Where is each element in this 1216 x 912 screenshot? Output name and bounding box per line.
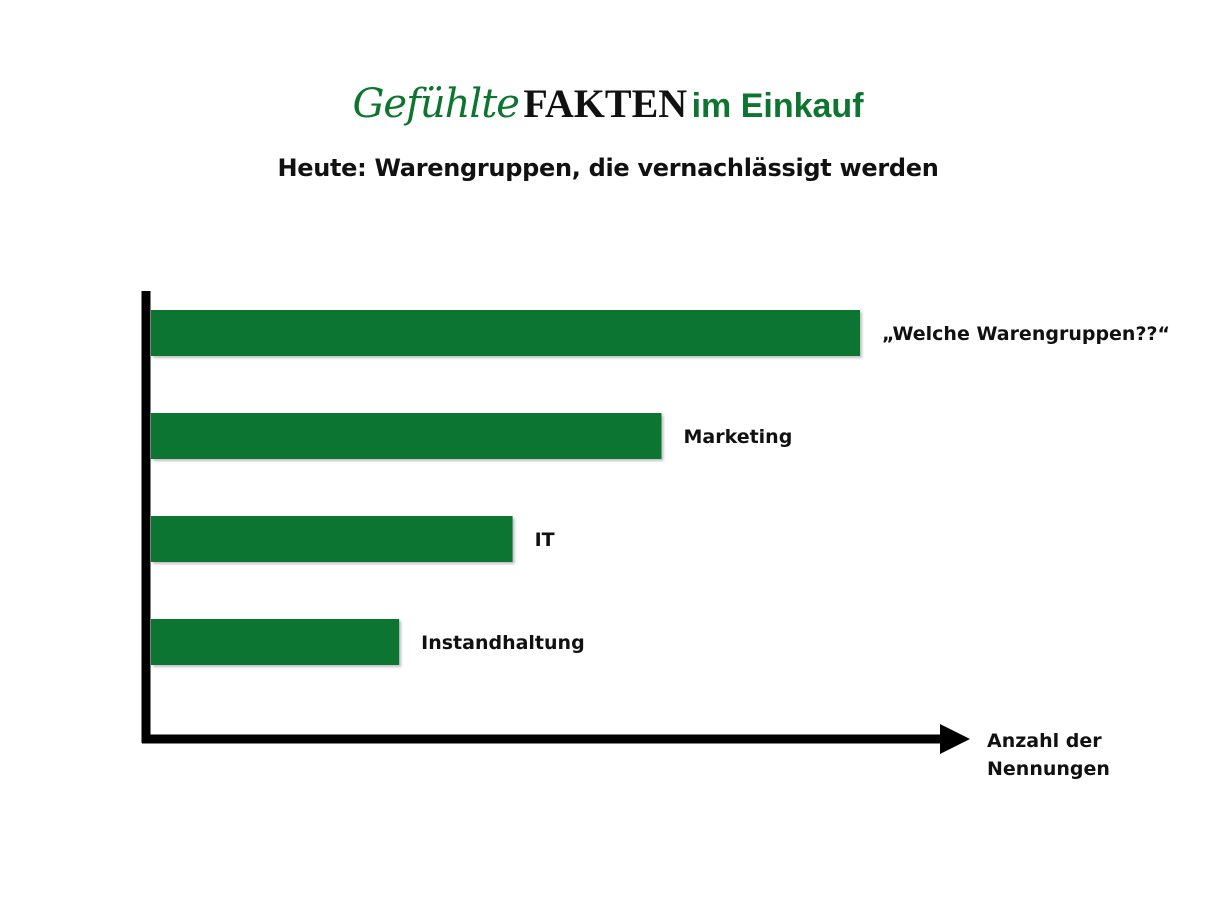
x-axis-arrow-icon bbox=[940, 724, 970, 754]
category-label-1: „Welche Warengruppen??“ bbox=[882, 323, 1170, 345]
logo-sans-text: im Einkauf bbox=[691, 87, 864, 125]
x-axis-label-line-2: Nennungen bbox=[987, 758, 1110, 780]
bar-3 bbox=[151, 516, 513, 562]
bar-1 bbox=[151, 310, 860, 356]
chart-logo: Gefühlte FAKTEN im Einkauf bbox=[0, 81, 1216, 127]
bar-4 bbox=[151, 619, 400, 665]
category-label-2: Marketing bbox=[683, 426, 792, 448]
x-axis-label: Anzahl der Nennungen bbox=[987, 730, 1110, 780]
bar-2 bbox=[151, 413, 662, 459]
logo-bold-text: FAKTEN bbox=[523, 81, 688, 126]
category-label-4: Instandhaltung bbox=[421, 632, 585, 654]
chart-subtitle: Heute: Warengruppen, die vernachlässigt … bbox=[277, 154, 939, 182]
logo-script-text: Gefühlte bbox=[352, 81, 519, 127]
category-label-3: IT bbox=[535, 529, 555, 551]
x-axis-label-line-1: Anzahl der bbox=[987, 730, 1102, 752]
